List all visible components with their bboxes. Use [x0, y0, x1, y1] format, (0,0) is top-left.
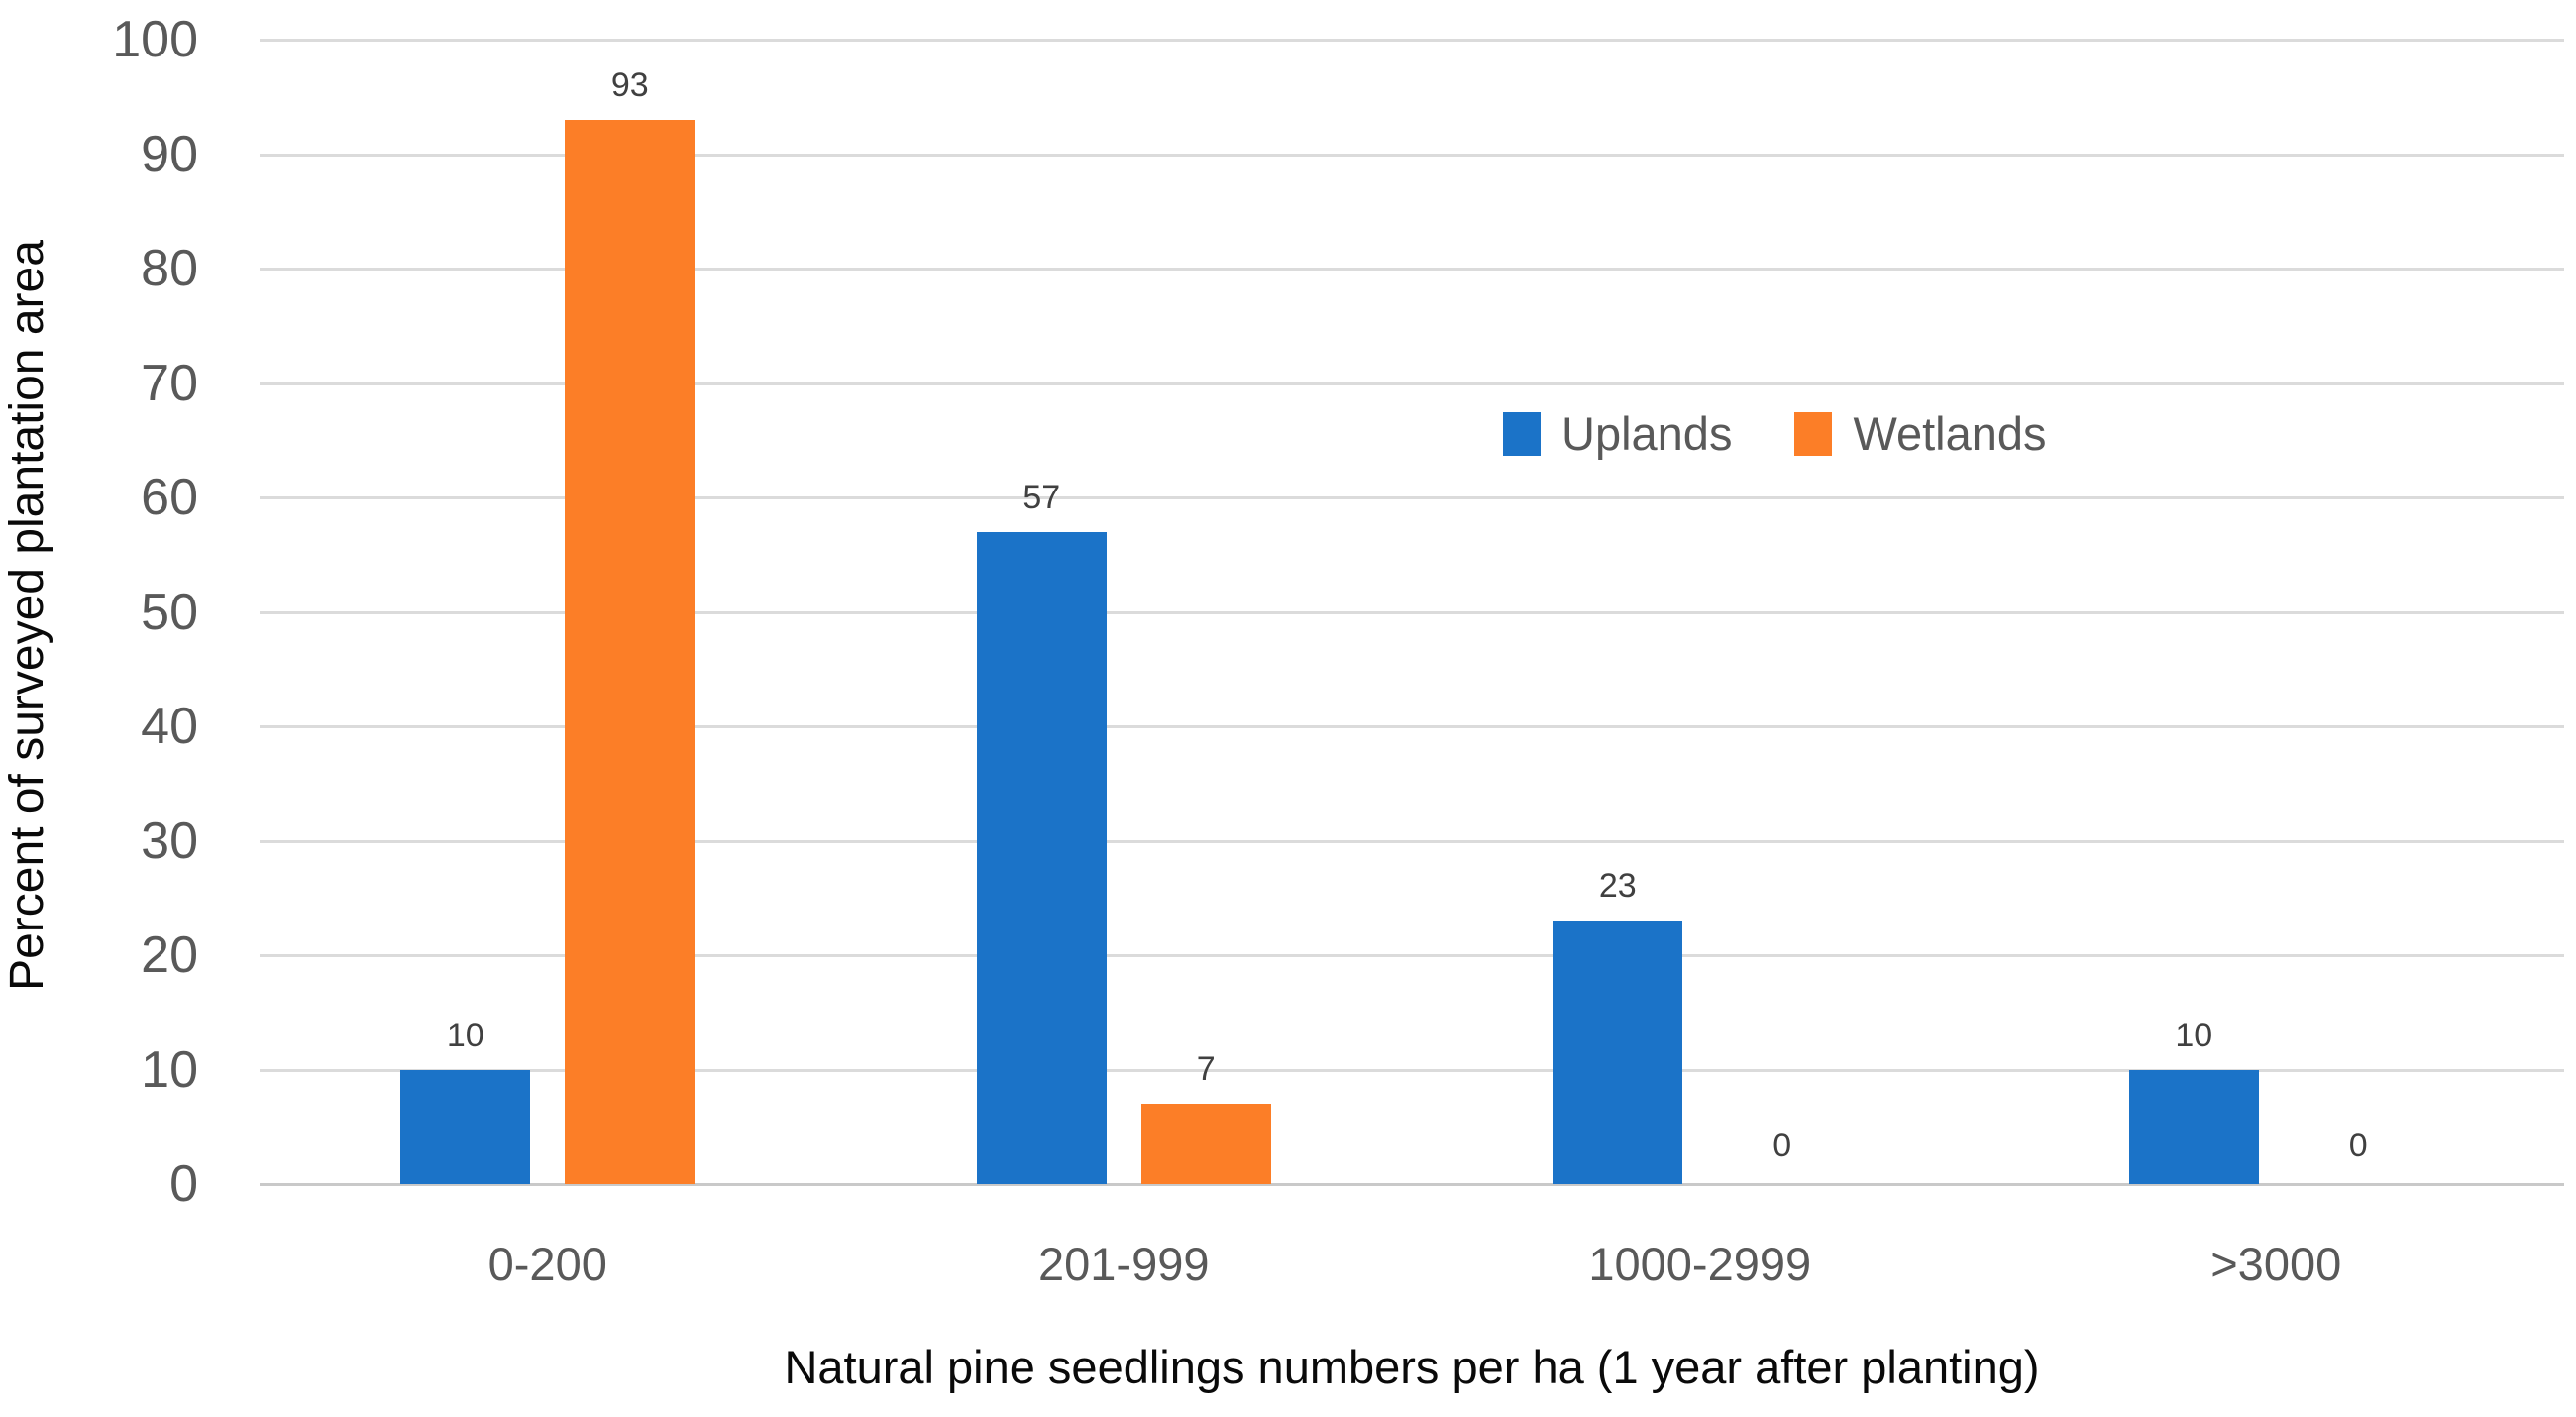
y-tick-label: 100 [112, 11, 198, 68]
legend-swatch-wetlands [1794, 411, 1833, 456]
y-tick-label: 90 [141, 125, 198, 183]
y-tick-label: 10 [141, 1040, 198, 1099]
y-tick-label: 70 [141, 354, 198, 412]
bar-value-label: 10 [446, 1016, 484, 1054]
bar-uplands-201-999 [976, 531, 1107, 1184]
gridline [260, 268, 2564, 271]
gridline [260, 725, 2564, 728]
x-category-label: 0-200 [487, 1238, 607, 1290]
legend-label-uplands: Uplands [1561, 407, 1733, 460]
legend-swatch-uplands [1503, 411, 1541, 456]
legend: Uplands Wetlands [1503, 410, 2047, 457]
bar-value-label: 0 [1772, 1127, 1792, 1164]
gridline [260, 1068, 2564, 1072]
y-tick-label: 50 [141, 583, 198, 641]
gridline [260, 153, 2564, 157]
bar-wetlands-201-999 [1140, 1104, 1271, 1184]
bar-wetlands-0-200 [565, 119, 696, 1184]
bar-value-label: 23 [1598, 867, 1637, 906]
x-category-label: 201-999 [1038, 1238, 1210, 1290]
x-category-label: 1000-2999 [1588, 1238, 1812, 1290]
x-category-label: >3000 [2210, 1238, 2342, 1290]
bar-uplands-0-200 [400, 1069, 531, 1184]
gridline [260, 382, 2564, 385]
gridline [260, 610, 2564, 614]
x-axis-title: Natural pine seedlings numbers per ha (1… [784, 1341, 2040, 1393]
y-tick-label: 30 [141, 812, 198, 870]
bar-value-label: 0 [2348, 1127, 2368, 1164]
y-tick-label: 0 [169, 1155, 198, 1213]
gridline [260, 839, 2564, 843]
gridline [260, 39, 2564, 42]
legend-item-uplands: Uplands [1503, 410, 1732, 457]
bar-value-label: 57 [1022, 478, 1061, 516]
y-tick-label: 80 [141, 240, 198, 297]
y-tick-label: 40 [141, 698, 198, 755]
bar-value-label: 93 [610, 65, 649, 104]
bar-uplands->3000 [2128, 1069, 2259, 1184]
gridline [260, 496, 2564, 499]
legend-label-wetlands: Wetlands [1853, 407, 2047, 460]
bar-uplands-1000-2999 [1553, 921, 1683, 1184]
legend-item-wetlands: Wetlands [1794, 407, 2047, 460]
y-tick-label: 20 [141, 926, 198, 984]
bar-value-label: 7 [1196, 1050, 1216, 1089]
bar-value-label: 10 [2175, 1016, 2213, 1054]
x-axis-line [260, 1183, 2564, 1186]
y-tick-label: 60 [141, 469, 198, 526]
gridline [260, 954, 2564, 957]
